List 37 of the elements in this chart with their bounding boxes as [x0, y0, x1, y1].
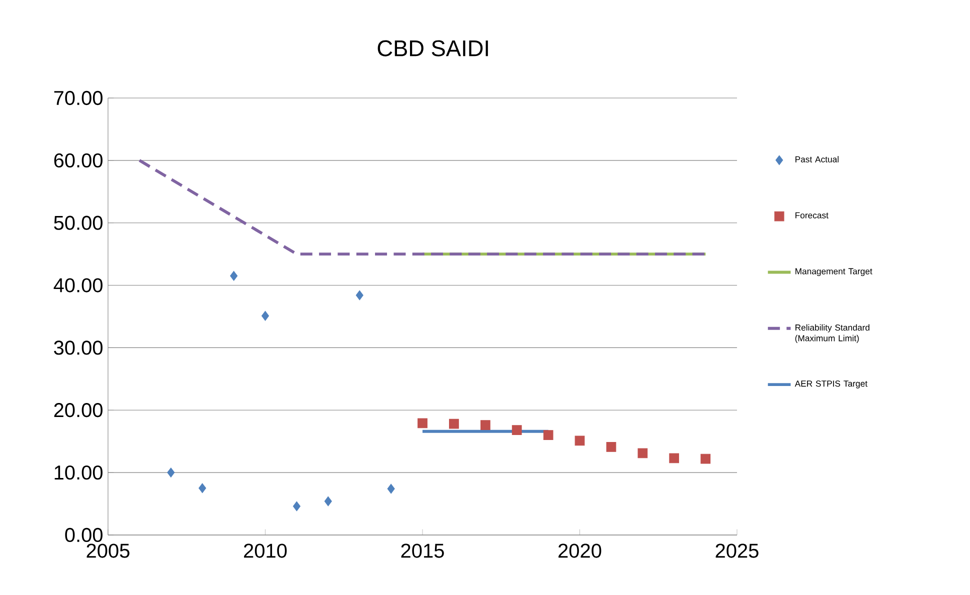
chart-title: CBD SAIDI: [378, 40, 488, 56]
y-tick-label: 70.00: [54, 90, 102, 106]
x-tick-label: 2010: [244, 544, 287, 558]
y-tick-label: 20.00: [54, 403, 102, 418]
legend-label: Reliability Standard (Maximum Limit): [795, 324, 870, 343]
point: [418, 418, 428, 428]
y-tick-label: 10.00: [54, 465, 102, 480]
x-tick-label: 2005: [86, 544, 130, 558]
y-tick-label: 30.00: [54, 340, 102, 355]
x-tick-label: 2015: [401, 544, 444, 558]
y-tick-label: 0.00: [65, 528, 103, 542]
y-tick-label: 40.00: [54, 278, 102, 292]
point: [198, 483, 206, 494]
point: [543, 430, 554, 440]
point: [449, 418, 459, 429]
point: [606, 442, 616, 452]
legend-label: Forecast: [796, 212, 828, 218]
x-tick-label: 2025: [716, 544, 758, 558]
point: [324, 496, 332, 506]
legend-label: Past Actual: [796, 156, 839, 162]
legend-label: AER STPIS Target: [794, 380, 868, 388]
point: [574, 436, 585, 446]
point: [356, 290, 364, 300]
point: [292, 501, 300, 512]
point: [480, 420, 490, 430]
y-tick-label: 60.00: [54, 153, 102, 168]
point: [230, 270, 238, 281]
point: [700, 454, 710, 464]
point: [512, 425, 522, 436]
point: [669, 453, 680, 464]
x-tick-label: 2020: [558, 544, 602, 558]
legend-label: Management Target: [796, 268, 872, 276]
point: [387, 484, 395, 494]
point: [261, 310, 270, 321]
y-tick-label: 50.00: [54, 216, 102, 230]
point: [167, 468, 175, 478]
point: [638, 448, 648, 458]
